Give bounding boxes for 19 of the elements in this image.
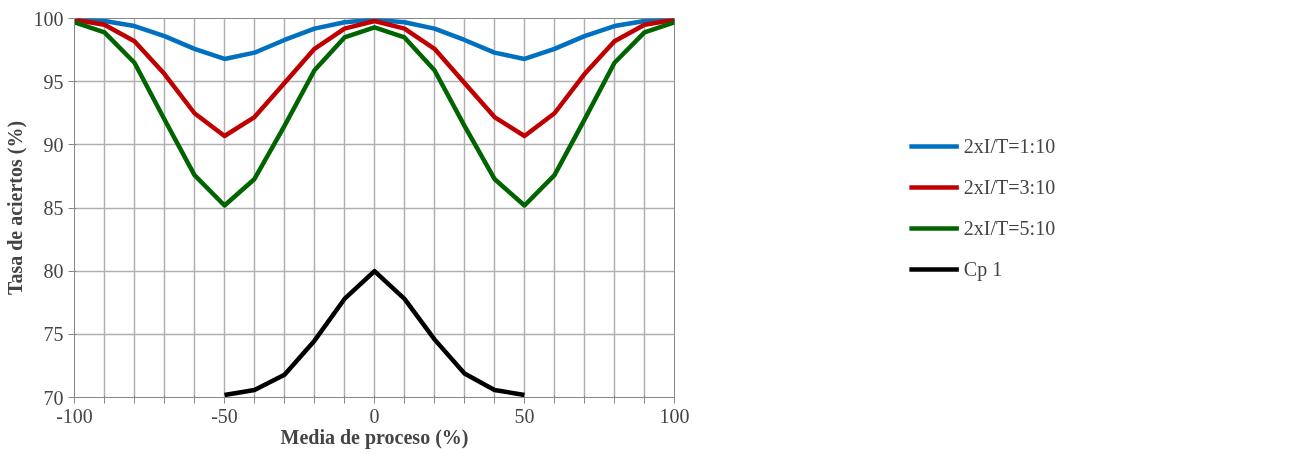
x-tick-label: -50 [211, 404, 238, 427]
y-tick-label: 90 [43, 133, 64, 156]
line-series [222, 268, 527, 398]
line-series [74, 18, 675, 139]
y-tick-label: 80 [43, 260, 64, 283]
legend-label: 2xI/T=1:10 [963, 134, 1056, 158]
legend-label: Cp 1 [963, 257, 1003, 281]
x-tick-label: 100 [659, 404, 690, 427]
legend-label: 2xI/T=3:10 [963, 175, 1056, 199]
x-axis-title: Media de proceso (%) [280, 425, 469, 449]
y-axis-title: Tasa de aciertos (%) [3, 120, 27, 296]
y-tick-label: 100 [33, 7, 64, 30]
legend-label: 2xI/T=5:10 [963, 216, 1056, 240]
y-tick-label: 95 [43, 70, 64, 93]
y-tick-label: 85 [43, 197, 64, 219]
x-tick-label: 0 [369, 404, 380, 427]
line-series [74, 20, 675, 208]
x-tick-label: 50 [514, 404, 535, 427]
y-tick-label: 75 [43, 323, 64, 346]
